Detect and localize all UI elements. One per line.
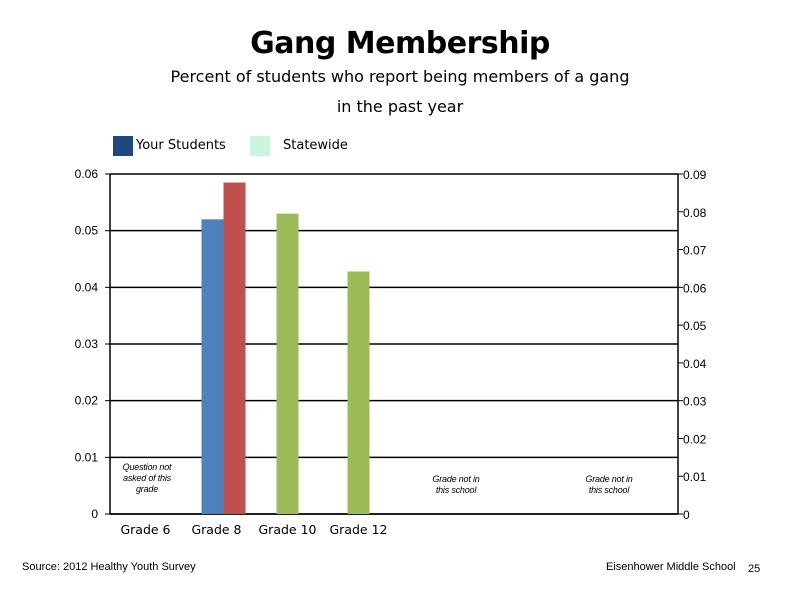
y-left-tick-label: 0.03 <box>75 337 99 351</box>
y-right-tick-label: 0.08 <box>683 206 707 220</box>
annotation-slot-5-line-1: Grade not in <box>432 474 480 484</box>
x-tick-label: Grade 10 <box>259 522 317 537</box>
y-left-tick-label: 0 <box>91 507 98 521</box>
x-tick-label: Grade 6 <box>120 522 170 537</box>
footer-source: Source: 2012 Healthy Youth Survey <box>22 561 196 573</box>
chart-subtitle-line-1: Percent of students who report being mem… <box>170 67 630 86</box>
chart-subtitle-line-2: in the past year <box>336 97 464 116</box>
legend-label-statewide: Statewide <box>283 138 348 153</box>
y-left-tick-label: 0.02 <box>75 394 99 408</box>
annotation-grade-6-line-3: grade <box>135 484 159 494</box>
annotation-slot-6: Grade not in this school <box>574 474 644 496</box>
y-right-tick-label: 0.04 <box>683 357 707 371</box>
y-left-tick-label: 0.06 <box>75 167 99 181</box>
y-right-tick-label: 0.07 <box>683 244 707 258</box>
x-tick-label: Grade 8 <box>191 522 241 537</box>
legend-label-your-students: Your Students <box>136 138 226 153</box>
bar <box>223 182 246 514</box>
y-right-tick-label: 0.01 <box>683 470 707 484</box>
legend-swatch-statewide <box>250 136 270 156</box>
annotation-grade-6: Question not asked of this grade <box>115 462 179 495</box>
bar <box>201 219 224 515</box>
bar <box>347 271 370 514</box>
legend-swatch-your-students <box>113 136 133 156</box>
annotation-slot-5: Grade not in this school <box>421 474 491 496</box>
y-left-tick-label: 0.01 <box>75 450 99 464</box>
y-right-tick-label: 0 <box>683 508 690 522</box>
y-left-tick-label: 0.05 <box>75 224 99 238</box>
y-right-tick-label: 0.03 <box>683 395 707 409</box>
y-right-tick-label: 0.02 <box>683 432 707 446</box>
annotation-slot-6-line-1: Grade not in <box>585 474 633 484</box>
chart-title: Gang Membership <box>250 26 550 61</box>
x-tick-label: Grade 12 <box>330 522 388 537</box>
y-right-tick-label: 0.05 <box>683 319 707 333</box>
annotation-grade-6-line-2: asked of this <box>123 473 171 483</box>
y-right-tick-label: 0.09 <box>683 168 707 182</box>
y-right-tick-label: 0.06 <box>683 281 707 295</box>
annotation-slot-6-line-2: this school <box>588 485 630 495</box>
bar <box>276 213 299 514</box>
footer-school-name: Eisenhower Middle School <box>606 561 736 573</box>
annotation-slot-5-line-2: this school <box>435 485 477 495</box>
page-number: 25 <box>748 563 761 575</box>
annotation-grade-6-line-1: Question not <box>122 462 172 472</box>
y-left-tick-label: 0.04 <box>75 280 99 294</box>
